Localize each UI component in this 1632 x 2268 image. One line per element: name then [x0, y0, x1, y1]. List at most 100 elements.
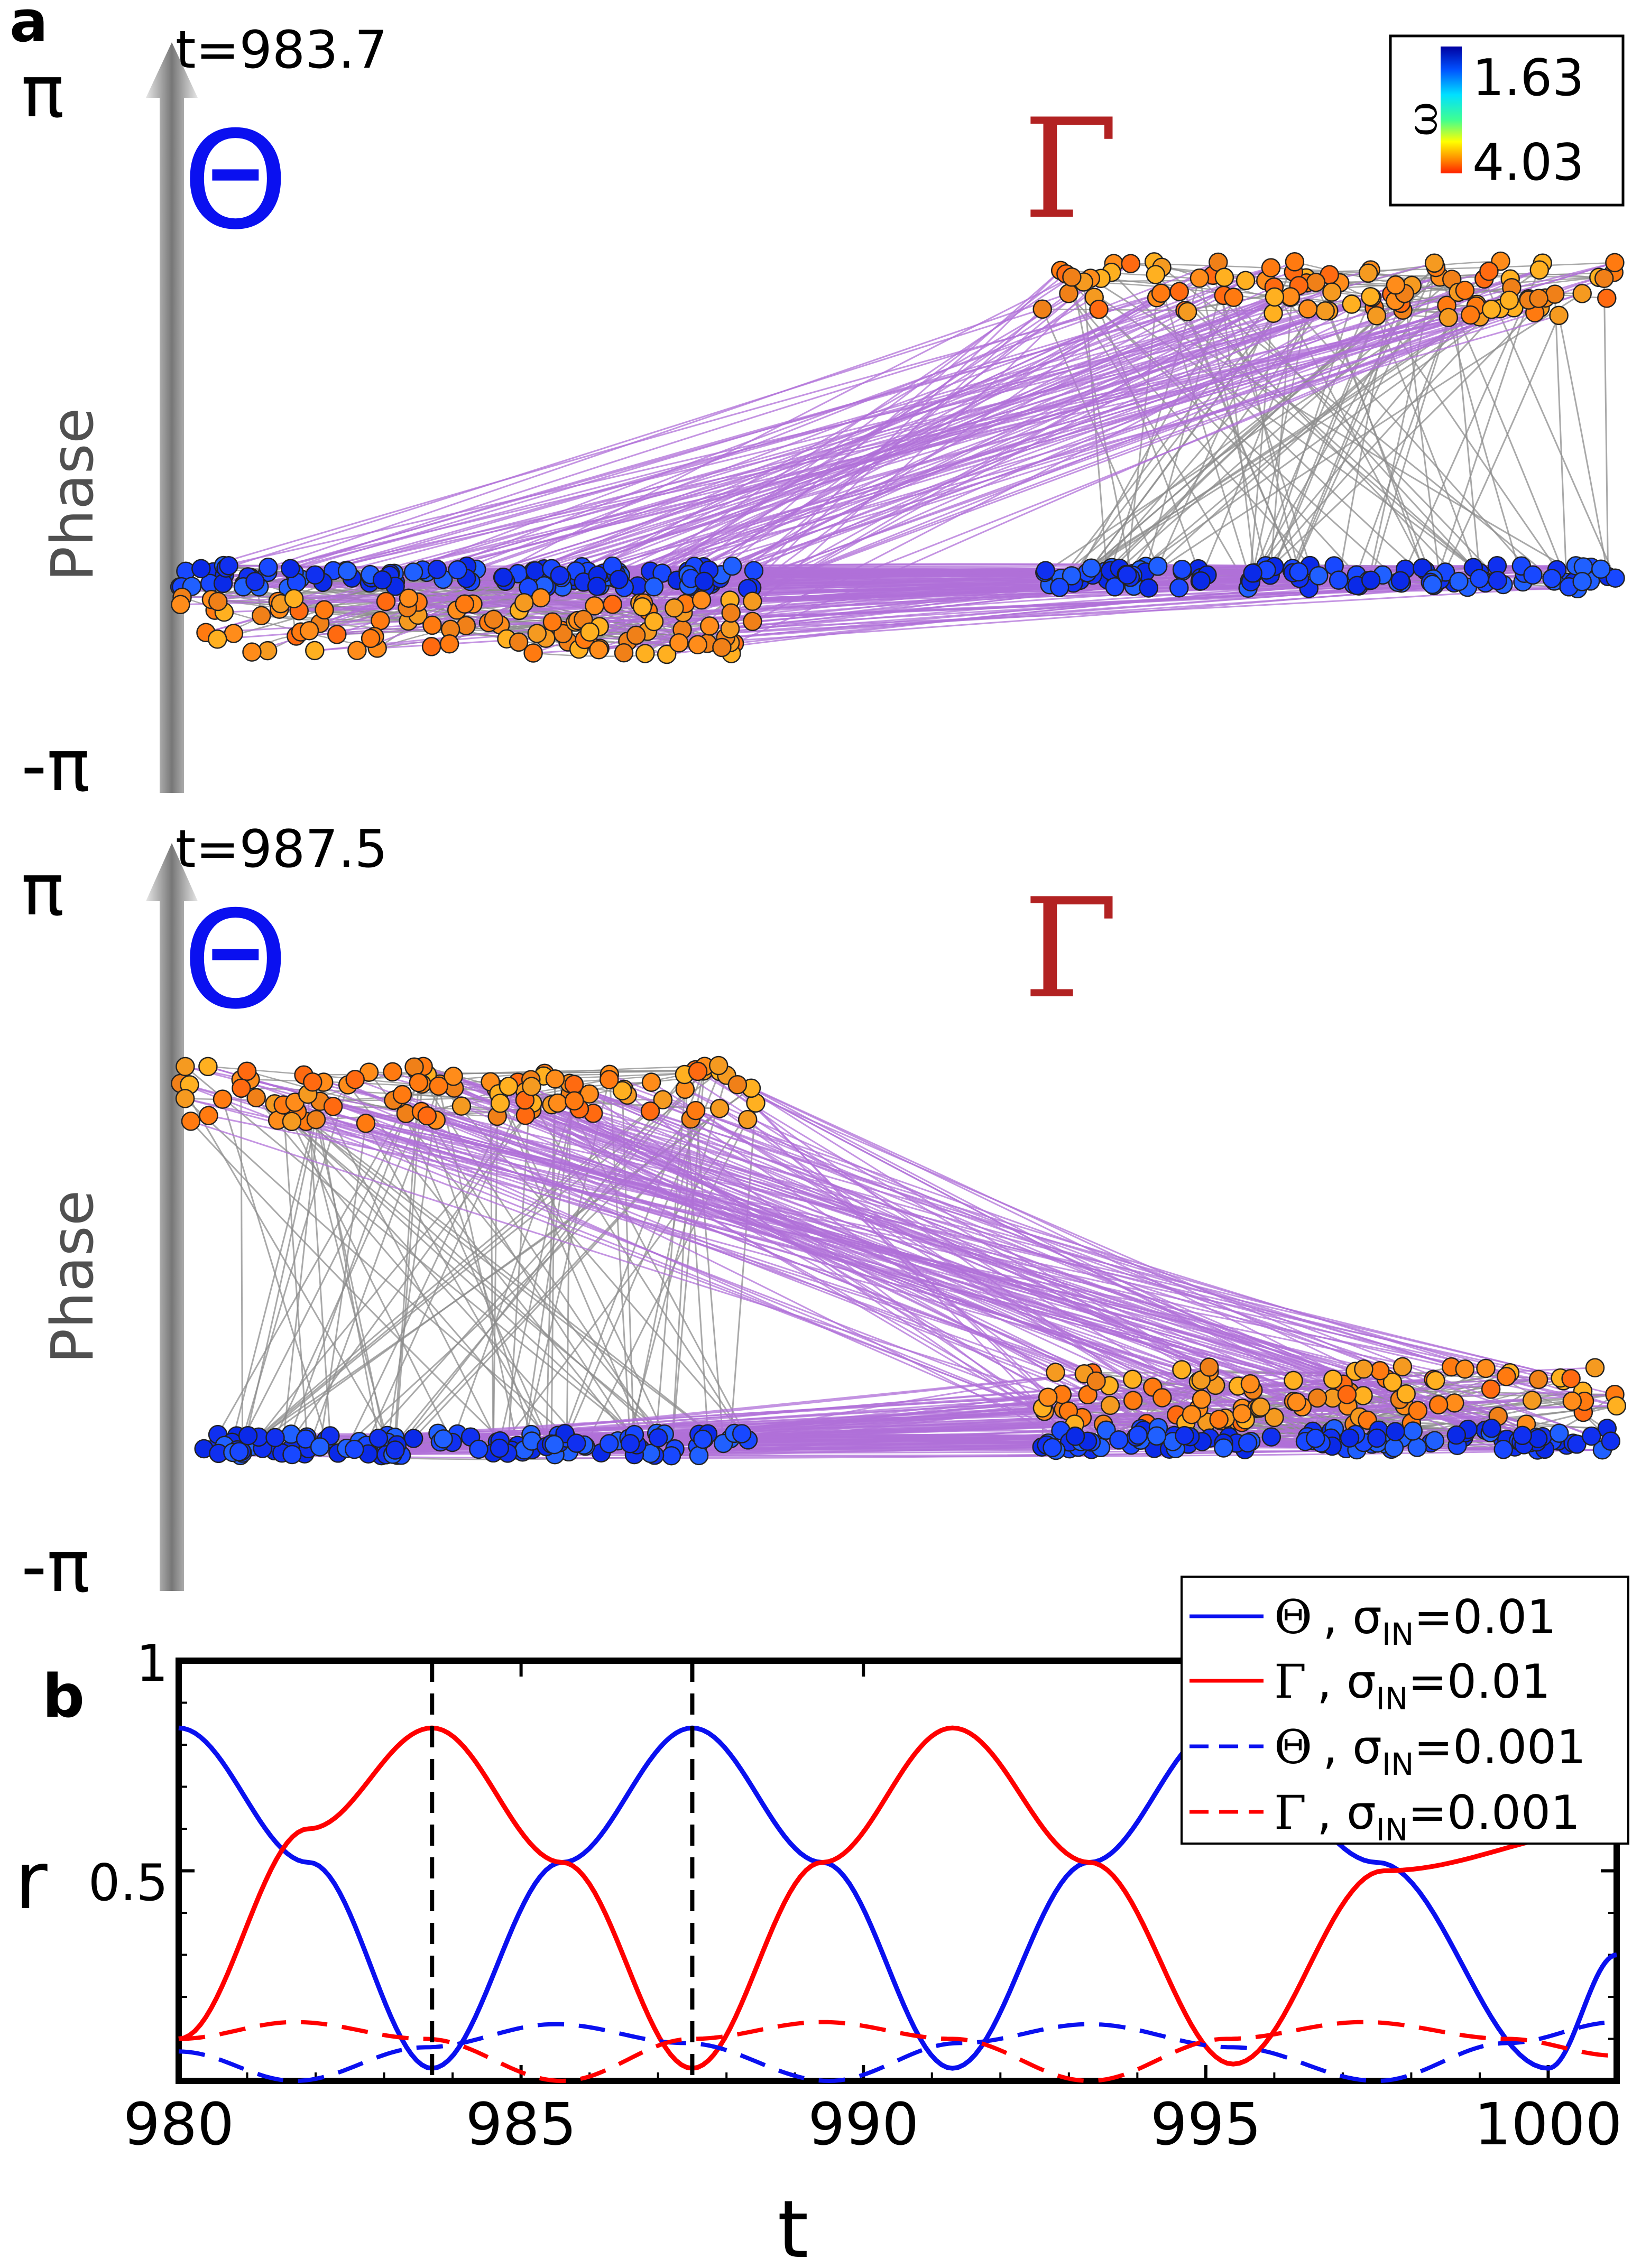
node-orange [522, 1077, 541, 1096]
node-blue [1105, 577, 1124, 597]
legend-sub-3: IN [1382, 1746, 1414, 1782]
intra-edge [297, 1111, 676, 1450]
series-line-2 [178, 1725, 1617, 2071]
node-orange [1146, 265, 1166, 284]
panel-b-label: b [42, 1662, 85, 1731]
node-blue [567, 1433, 586, 1453]
node-orange [686, 1100, 706, 1121]
node-orange [1354, 1359, 1373, 1379]
node-orange [1235, 271, 1256, 290]
intra-edge [1603, 278, 1609, 577]
inter-edge [690, 1118, 1139, 1438]
node-orange [727, 1075, 748, 1095]
node-blue [368, 1428, 389, 1448]
node-orange [1224, 288, 1243, 307]
edges [179, 260, 1616, 657]
node-orange [1342, 294, 1361, 314]
node-orange [252, 606, 271, 626]
node-orange [1382, 1372, 1403, 1392]
intra-edge [236, 1113, 407, 1450]
node-blue [310, 1437, 330, 1457]
node-orange [399, 588, 419, 608]
phase-label-2: Phase [39, 1190, 106, 1364]
node-blue [693, 1429, 713, 1449]
axis-ticks: 980 985 990 995 1000 [123, 1660, 1622, 2158]
y-tick-label-0-5: 0.5 [88, 1854, 168, 1912]
node-blue [1214, 1438, 1233, 1458]
node-orange [1386, 275, 1406, 295]
inter-edge [703, 263, 1131, 582]
node-orange [242, 642, 262, 662]
intra-edge [364, 1079, 532, 1447]
svg-text:Θ, σIN=0.001: Θ, σIN=0.001 [1274, 1720, 1586, 1782]
inter-edge [711, 281, 1316, 582]
node-orange [1585, 1358, 1605, 1377]
node-blue [1567, 1434, 1587, 1454]
node-orange [439, 634, 459, 654]
node-blue [493, 567, 513, 587]
node-orange [688, 635, 707, 654]
node-orange [1182, 1404, 1202, 1424]
node-orange [456, 616, 476, 635]
node-blue [1096, 1420, 1116, 1440]
inter-edge [531, 1109, 1537, 1438]
node-orange [345, 1070, 365, 1089]
node-orange [665, 598, 684, 618]
node-blue [191, 559, 211, 579]
node-blue [620, 1433, 640, 1454]
node-orange [409, 1072, 429, 1093]
node-blue [1172, 559, 1192, 579]
intra-edge [291, 1121, 453, 1443]
node-orange [1424, 253, 1444, 273]
intra-edge [1292, 310, 1404, 573]
x-axis-label: t [778, 2184, 809, 2268]
inter-edge [609, 1073, 1405, 1407]
node-blue [1470, 569, 1489, 588]
node-orange [213, 1089, 233, 1109]
svg-text:Γ, σIN=0.01: Γ, σIN=0.01 [1274, 1654, 1551, 1717]
node-orange [1307, 1388, 1327, 1408]
node-orange [237, 1061, 257, 1081]
legend-item-gamma-001: Γ, σIN=0.01 [1190, 1654, 1551, 1717]
inter-edge [307, 1093, 1567, 1446]
node-orange [1439, 308, 1459, 327]
node-orange [1264, 303, 1283, 323]
node-orange [1545, 284, 1565, 304]
inter-edge [618, 308, 1492, 573]
node-orange [1265, 1408, 1284, 1428]
node-orange [284, 589, 304, 608]
node-orange [1192, 1390, 1212, 1409]
node-orange [361, 628, 381, 649]
node-orange [208, 629, 227, 649]
node-orange [580, 622, 600, 642]
node-blue [1446, 1425, 1467, 1445]
node-orange [181, 1112, 201, 1131]
intra-edge [1457, 1405, 1617, 1447]
node-orange [545, 1069, 565, 1089]
inter-edge [596, 292, 1583, 587]
node-blue [1367, 1428, 1387, 1448]
node-orange [1481, 1380, 1501, 1399]
node-orange [305, 641, 325, 661]
inter-edge [653, 274, 1330, 588]
intra-edge [1074, 286, 1513, 578]
node-orange [1607, 1396, 1627, 1416]
node-blue [403, 1429, 423, 1448]
intra-edge [365, 1123, 556, 1455]
node-orange [246, 1088, 266, 1108]
legend-value-3: =0.001 [1414, 1720, 1586, 1774]
node-orange [1046, 1363, 1065, 1382]
node-blue [1407, 1438, 1427, 1457]
inter-edge [190, 1120, 1185, 1437]
intra-edge [306, 1121, 724, 1445]
node-orange [669, 633, 689, 653]
node-orange [1100, 1395, 1120, 1415]
node-orange [224, 624, 244, 643]
legend-sub-1: IN [1382, 1616, 1414, 1652]
legend-symbol-4: Γ [1274, 1785, 1306, 1840]
intra-edge [281, 1101, 321, 1454]
intra-edge [495, 1088, 651, 1454]
legend-value-1: =0.01 [1414, 1590, 1556, 1644]
legend-text-4: , σ [1317, 1785, 1376, 1840]
legend-sub-4: IN [1376, 1812, 1408, 1848]
